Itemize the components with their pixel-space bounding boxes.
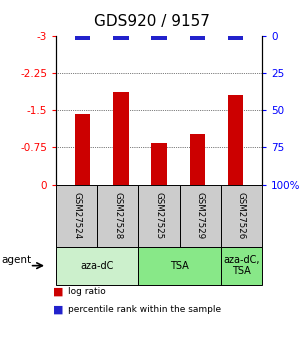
Bar <box>152 142 167 185</box>
Text: TSA: TSA <box>170 261 189 270</box>
Text: GSM27529: GSM27529 <box>196 192 205 239</box>
Bar <box>152 36 167 40</box>
Text: log ratio: log ratio <box>68 287 106 296</box>
Bar <box>75 114 90 185</box>
Bar <box>113 36 128 40</box>
Bar <box>190 134 205 185</box>
Text: GSM27526: GSM27526 <box>237 192 246 239</box>
Text: percentile rank within the sample: percentile rank within the sample <box>68 305 221 314</box>
Text: ■: ■ <box>53 287 64 296</box>
Text: aza-dC,
TSA: aza-dC, TSA <box>223 255 260 276</box>
Text: GSM27524: GSM27524 <box>72 192 81 239</box>
Bar <box>228 95 243 185</box>
Text: GSM27528: GSM27528 <box>113 192 122 239</box>
Bar <box>190 36 205 40</box>
Bar <box>75 36 90 40</box>
Bar <box>228 36 243 40</box>
Text: aza-dC: aza-dC <box>81 261 114 270</box>
Text: GDS920 / 9157: GDS920 / 9157 <box>94 14 209 29</box>
Text: agent: agent <box>2 256 32 265</box>
Text: ■: ■ <box>53 305 64 314</box>
Text: GSM27525: GSM27525 <box>155 192 164 239</box>
Bar <box>113 92 128 185</box>
